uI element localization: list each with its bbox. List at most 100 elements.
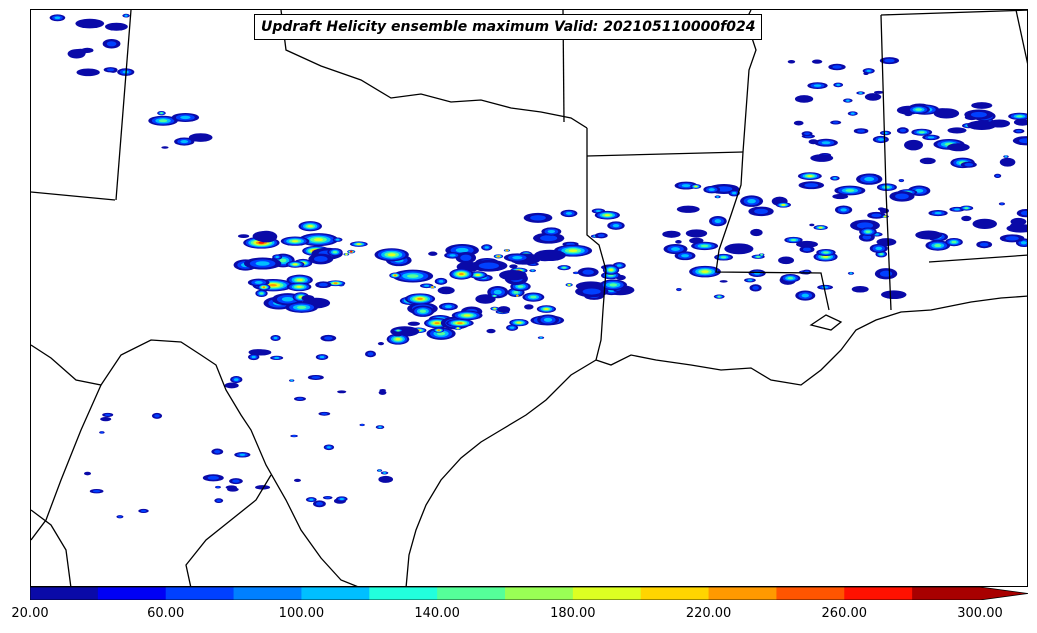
colorbar-segment xyxy=(437,587,506,600)
helicity-contour xyxy=(685,229,708,238)
helicity-contour xyxy=(345,253,348,256)
helicity-contour xyxy=(964,207,969,210)
helicity-contour xyxy=(279,258,287,263)
helicity-contour xyxy=(899,179,903,182)
helicity-contour xyxy=(567,283,571,286)
helicity-contour xyxy=(884,58,895,63)
helicity-contour xyxy=(350,250,353,253)
map-panel[interactable] xyxy=(30,9,1028,587)
helicity-contour xyxy=(819,226,823,229)
helicity-contour xyxy=(708,188,715,191)
helicity-contour xyxy=(608,274,614,277)
helicity-contour xyxy=(947,127,967,134)
rio-grande xyxy=(31,339,358,586)
helicity-contour xyxy=(434,322,440,325)
helicity-contour xyxy=(318,282,328,287)
helicity-contour xyxy=(609,283,618,287)
helicity-contour xyxy=(612,224,620,228)
helicity-contour xyxy=(808,139,819,145)
helicity-contour xyxy=(484,246,489,249)
helicity-contour xyxy=(846,99,850,102)
helicity-contour xyxy=(609,268,613,272)
helicity-contour xyxy=(884,215,887,218)
helicity-contour xyxy=(307,225,313,228)
helicity-contour xyxy=(972,218,997,230)
helicity-contour xyxy=(140,509,147,513)
helicity-contour xyxy=(919,157,936,165)
helicity-contour xyxy=(512,256,523,260)
helicity-contour xyxy=(383,471,386,474)
helicity-contour xyxy=(813,84,822,87)
al-ga-border xyxy=(1015,10,1027,64)
ms-al-border xyxy=(880,14,892,311)
helicity-contour xyxy=(752,285,759,290)
helicity-contour xyxy=(595,210,601,213)
helicity-contour xyxy=(118,515,122,518)
ar-la-border xyxy=(586,151,744,157)
helicity-contour xyxy=(836,83,841,86)
helicity-contour xyxy=(460,254,472,261)
map-canvas[interactable] xyxy=(31,10,1028,587)
helicity-contour xyxy=(161,146,169,149)
helicity-contour xyxy=(933,108,960,119)
colorbar-tick-label: 100.00 xyxy=(278,606,325,621)
helicity-contour xyxy=(459,273,464,276)
helicity-contour xyxy=(325,496,331,499)
helicity-contour xyxy=(604,214,611,217)
helicity-contour xyxy=(1005,236,1019,241)
helicity-contour xyxy=(509,326,515,329)
helicity-contour xyxy=(293,263,298,266)
helicity-contour xyxy=(899,128,907,133)
helicity-contour xyxy=(407,321,420,326)
helicity-contour xyxy=(823,251,829,254)
mexico-state-line-2 xyxy=(185,474,272,586)
helicity-contour xyxy=(188,133,213,142)
helicity-contour xyxy=(747,279,753,282)
helicity-contour xyxy=(547,229,556,234)
helicity-contour xyxy=(802,247,812,252)
helicity-contour xyxy=(961,215,972,222)
helicity-contour xyxy=(499,269,527,281)
helicity-contour xyxy=(750,228,763,237)
nm-south-segment xyxy=(31,191,116,201)
helicity-contour xyxy=(804,132,811,136)
helicity-contour xyxy=(309,498,314,501)
helicity-contour xyxy=(239,453,246,456)
colorbar-segment xyxy=(640,587,710,600)
helicity-contour xyxy=(444,305,452,309)
helicity-contour xyxy=(794,95,814,103)
helicity-contour xyxy=(863,72,869,76)
helicity-contour xyxy=(832,65,842,69)
colorbar-tick-label: 60.00 xyxy=(147,606,185,621)
colorbar-segment xyxy=(505,587,574,600)
helicity-contour xyxy=(801,293,810,298)
helicity-contour xyxy=(616,264,622,267)
helicity-contour xyxy=(701,270,709,273)
helicity-contour xyxy=(493,289,502,295)
colorbar-segment xyxy=(844,587,913,600)
helicity-contour xyxy=(804,183,819,188)
helicity-contour xyxy=(533,249,566,262)
helicity-contour xyxy=(1015,129,1022,133)
helicity-swaths xyxy=(49,13,1027,519)
helicity-contour xyxy=(319,355,325,359)
helicity-contour xyxy=(876,238,897,246)
helicity-contour xyxy=(360,423,364,426)
helicity-contour xyxy=(524,304,534,310)
helicity-contour xyxy=(864,93,882,101)
helicity-contour xyxy=(54,16,61,20)
helicity-contour xyxy=(540,235,558,242)
helicity-contour xyxy=(313,238,324,242)
helicity-contour xyxy=(964,163,974,167)
helicity-contour xyxy=(681,254,689,258)
helicity-contour xyxy=(486,328,496,334)
helicity-contour xyxy=(438,280,444,283)
helicity-contour xyxy=(259,292,264,295)
helicity-contour xyxy=(436,331,446,336)
helicity-contour xyxy=(884,186,890,189)
helicity-contour xyxy=(681,184,691,188)
helicity-contour xyxy=(516,321,522,324)
helicity-contour xyxy=(822,255,829,258)
helicity-contour xyxy=(513,291,519,294)
helicity-contour xyxy=(516,294,519,297)
